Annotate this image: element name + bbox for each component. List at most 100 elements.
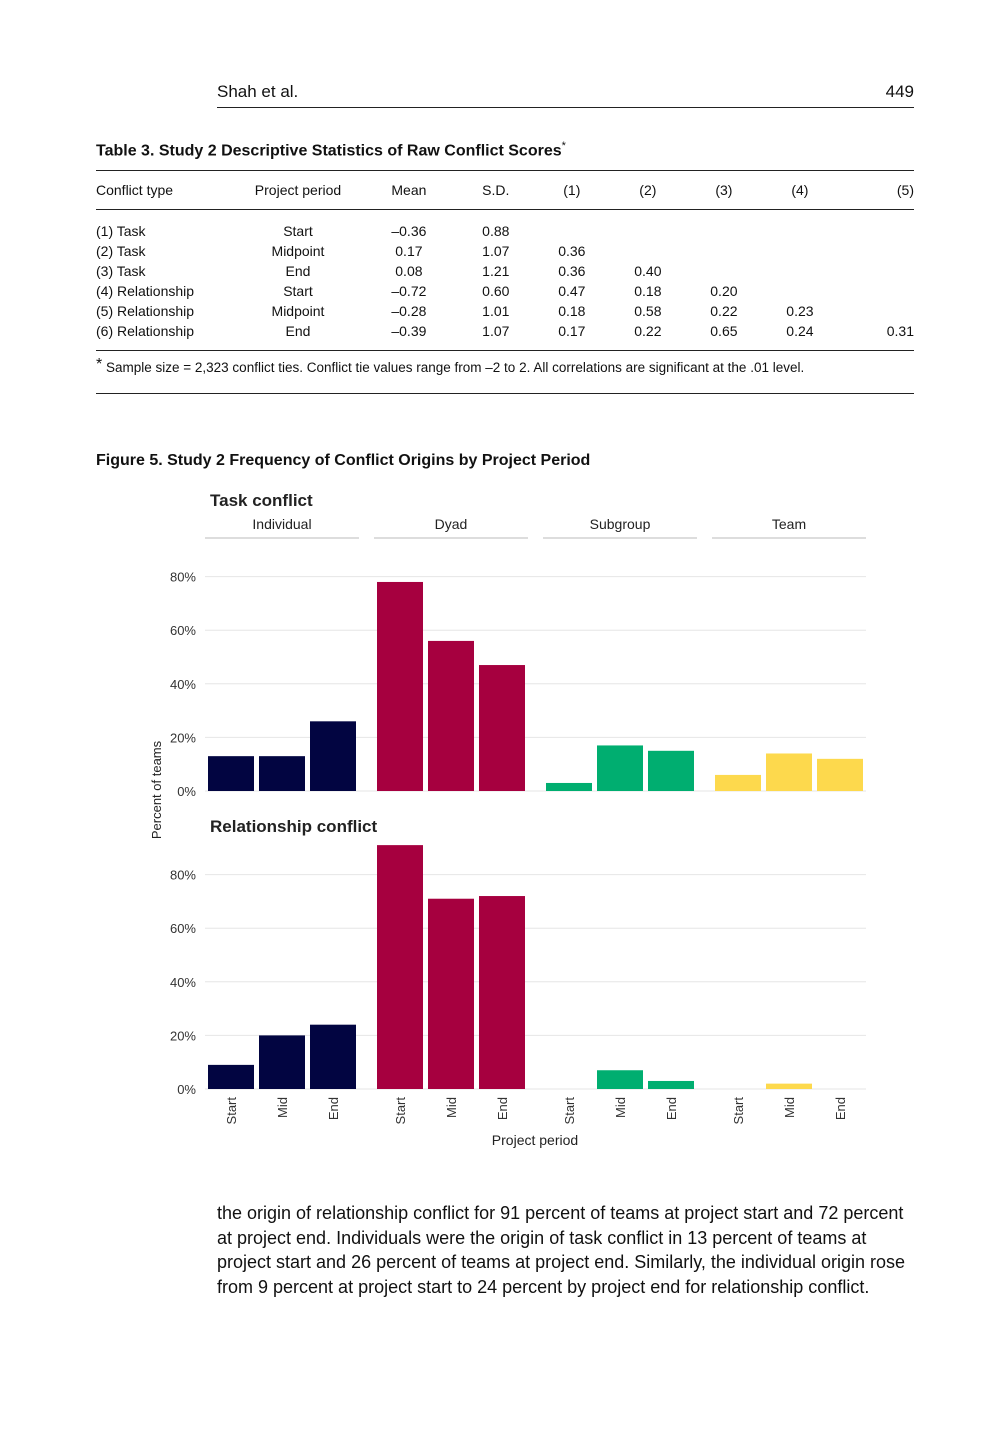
x-tick-label: Mid xyxy=(444,1097,459,1118)
facet-label-dyad: Dyad xyxy=(435,516,468,532)
project-period-cell: End xyxy=(285,263,311,279)
x-tick-label: End xyxy=(664,1097,679,1120)
table-header-row: Conflict type Project period Mean S.D. (… xyxy=(96,170,914,210)
x-axis-title: Project period xyxy=(492,1132,578,1148)
table-note-mark: * xyxy=(96,356,103,373)
conflict-origins-chart: Individual Dyad Subgroup Team Task conflict 0… xyxy=(149,491,866,1148)
project-period-cell: Start xyxy=(283,283,313,299)
table-row: (4) Relationship Start –0.72 0.60 0.47 0.18 0.… xyxy=(96,281,914,301)
bar-task-conflict-subgroup-mid xyxy=(597,745,643,791)
table-row: (3) Task End 0.08 1.21 0.36 0.40 xyxy=(96,261,914,281)
table-caption: Table 3. Study 2 Descriptive Statistics … xyxy=(96,140,566,160)
project-period-cell: Midpoint xyxy=(271,303,325,319)
corr-2-cell xyxy=(610,210,686,242)
conflict-type-cell: (5) Relationship xyxy=(96,303,195,319)
table-note-text: Sample size = 2,323 conflict ties. Confl… xyxy=(102,360,805,375)
corr-3-cell: 0.22 xyxy=(710,303,738,319)
x-tick-label: End xyxy=(326,1097,341,1120)
header-col-1: (1) xyxy=(533,170,610,210)
conflict-type-cell: (2) Task xyxy=(96,243,146,259)
bar-task-conflict-dyad-start xyxy=(377,581,423,791)
conflict-type-cell: (1) Task xyxy=(96,223,146,239)
y-tick-label: 60% xyxy=(170,921,196,936)
bar-task-conflict-team-mid xyxy=(766,753,812,791)
project-period-cell: Midpoint xyxy=(271,243,325,259)
table-caption-mark: * xyxy=(561,140,566,152)
x-tick-label: Start xyxy=(224,1097,239,1125)
corr-5-cell xyxy=(838,301,914,321)
sd-cell: 0.60 xyxy=(482,283,510,299)
y-tick-label: 80% xyxy=(170,868,196,883)
bar-task-conflict-subgroup-start xyxy=(546,782,592,791)
bar-relationship-conflict-individual-mid xyxy=(259,1035,305,1089)
header-col-5: (5) xyxy=(837,170,914,210)
body-paragraph: the origin of relationship conflict for … xyxy=(217,1203,906,1297)
corr-1-cell: 0.36 xyxy=(558,263,586,279)
x-tick-label: Start xyxy=(731,1097,746,1125)
bar-task-conflict-team-start xyxy=(715,774,761,791)
sd-cell: 1.21 xyxy=(482,263,510,279)
y-tick-label: 40% xyxy=(170,975,196,990)
corr-4-cell xyxy=(762,210,838,242)
bar-relationship-conflict-dyad-end xyxy=(479,896,525,1089)
bar-relationship-conflict-individual-end xyxy=(310,1024,356,1089)
conflict-type-cell: (3) Task xyxy=(96,263,146,279)
running-head-author: Shah et al. xyxy=(217,82,299,101)
corr-1-cell xyxy=(534,210,610,242)
conflict-type-cell: (6) Relationship xyxy=(96,323,195,339)
sd-cell: 1.01 xyxy=(482,303,510,319)
stats-table: Conflict type Project period Mean S.D. (… xyxy=(96,170,914,351)
header-sd: S.D. xyxy=(457,170,534,210)
corr-5-cell xyxy=(838,281,914,301)
running-head: Shah et al. 449 xyxy=(217,82,914,108)
corr-4-cell: 0.23 xyxy=(786,303,814,319)
table-row: (2) Task Midpoint 0.17 1.07 0.36 xyxy=(96,241,914,261)
y-tick-label: 80% xyxy=(170,570,196,585)
x-tick-label: Start xyxy=(562,1097,577,1125)
bar-task-conflict-subgroup-end xyxy=(648,750,694,791)
x-tick-label: Mid xyxy=(782,1097,797,1118)
corr-5-cell xyxy=(838,241,914,261)
corr-3-cell: 0.20 xyxy=(710,283,738,299)
page-number: 449 xyxy=(885,82,914,101)
y-tick-label: 20% xyxy=(170,1028,196,1043)
bar-relationship-conflict-dyad-start xyxy=(377,845,423,1089)
y-tick-label: 0% xyxy=(177,1082,196,1097)
corr-2-cell: 0.58 xyxy=(634,303,662,319)
corr-2-cell xyxy=(610,241,686,261)
corr-3-cell xyxy=(686,261,762,281)
facet-label-subgroup: Subgroup xyxy=(590,516,651,532)
header-col-4: (4) xyxy=(761,170,838,210)
mean-cell: –0.39 xyxy=(391,323,427,339)
bar-task-conflict-individual-mid xyxy=(259,756,305,791)
project-period-cell: End xyxy=(285,323,311,339)
bar-relationship-conflict-individual-start xyxy=(208,1064,254,1089)
corr-3-cell xyxy=(686,241,762,261)
header-mean: Mean xyxy=(360,170,458,210)
corr-4-cell xyxy=(762,261,838,281)
bar-task-conflict-dyad-end xyxy=(479,665,525,791)
mean-cell: 0.08 xyxy=(395,263,423,279)
panel-title-relationship-conflict: Relationship conflict xyxy=(210,817,378,836)
corr-4-cell xyxy=(762,241,838,261)
bar-task-conflict-individual-end xyxy=(310,721,356,791)
table-note: * Sample size = 2,323 conflict ties. Con… xyxy=(96,350,914,394)
corr-3-cell: 0.65 xyxy=(710,323,738,339)
panel-title-task-conflict: Task conflict xyxy=(210,491,313,510)
corr-5-cell: 0.31 xyxy=(886,323,914,339)
mean-cell: –0.72 xyxy=(391,283,427,299)
x-tick-label: Mid xyxy=(613,1097,628,1118)
mean-cell: 0.17 xyxy=(395,243,423,259)
corr-1-cell: 0.17 xyxy=(558,323,586,339)
mean-cell: –0.36 xyxy=(391,223,427,239)
bar-relationship-conflict-team-mid xyxy=(766,1083,812,1089)
facet-label-team: Team xyxy=(772,516,806,532)
sd-cell: 1.07 xyxy=(482,243,510,259)
table-row: (6) Relationship End –0.39 1.07 0.17 0.22 0.65… xyxy=(96,321,914,351)
bar-task-conflict-individual-start xyxy=(208,756,254,791)
corr-3-cell xyxy=(686,210,762,242)
table-row: (1) Task Start –0.36 0.88 xyxy=(96,210,914,242)
bar-relationship-conflict-subgroup-end xyxy=(648,1080,694,1089)
y-axis-title: Percent of teams xyxy=(149,740,164,839)
project-period-cell: Start xyxy=(283,223,313,239)
